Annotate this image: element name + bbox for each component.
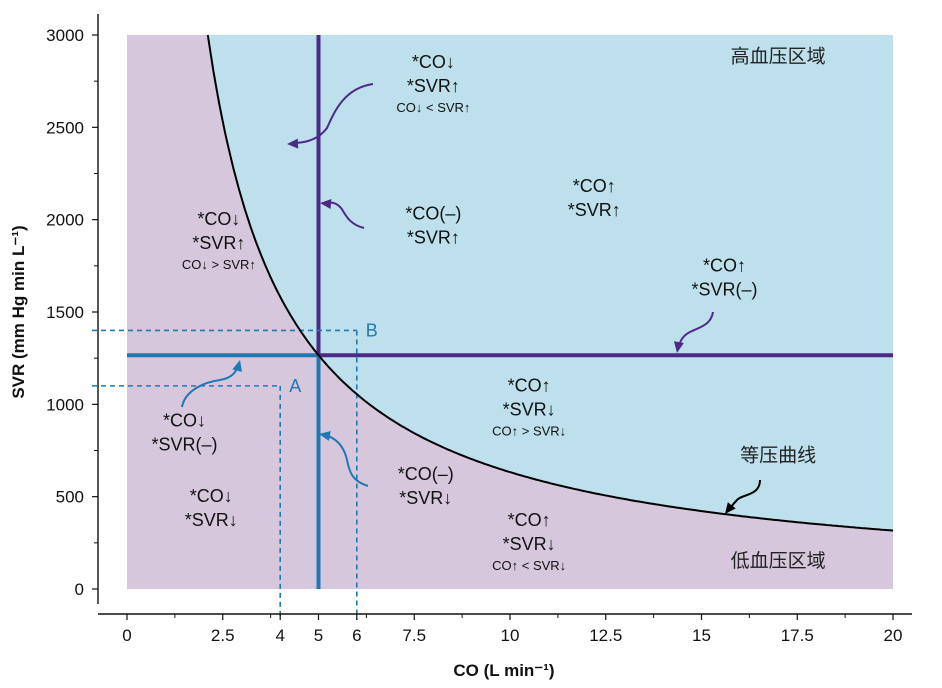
annotation-left-upper: *CO↓ *SVR↑ CO↓ > SVR↑ [182,209,256,272]
arrow-left-lower [181,365,239,408]
annotation-subnote: CO↓ > SVR↑ [182,257,256,272]
arrow-lower-middle-head [319,430,331,441]
point-b-label: B [366,320,378,340]
annotation-line: *SVR↑ [407,76,460,96]
annotation-line: *SVR(–) [151,434,217,454]
annotation-subnote: CO↑ < SVR↓ [492,558,566,573]
annotation-center-right: *CO↑ *SVR↓ CO↑ > SVR↓ [492,375,566,438]
annotation-line: *SVR↓ [399,488,452,508]
annotation-upper-right: *CO↑ *SVR↑ [568,176,621,220]
x-tick-label: 4 [275,626,284,645]
y-tick-label: 2000 [46,211,84,230]
x-axis-title: CO (L min⁻¹) [453,661,554,680]
isobar-curve [206,34,894,532]
arrow-upper-middle-head [320,198,332,209]
arrow-top-center [292,83,374,144]
arrow-lower-middle [324,434,369,487]
annotation-line: *CO↑ [508,510,551,530]
y-tick-label: 3000 [46,26,84,45]
annotation-upper-middle: *CO(–) *SVR↑ [405,204,461,248]
annotation-line: *SVR(–) [691,279,757,299]
annotation-line: *CO↓ [412,52,455,72]
annotation-left-lower: *CO↓ *SVR(–) [151,410,217,454]
annotation-line: *CO↓ [190,486,233,506]
annotation-line: *CO↑ [508,375,551,395]
annotation-top-center: *CO↓ *SVR↑ CO↓ < SVR↑ [396,52,470,115]
region-label-hypotension: 低血压区域 [731,550,826,572]
annotation-line: *SVR↑ [192,233,245,253]
point-a-label: A [289,376,301,396]
arrow-right-middle-head [673,341,684,353]
annotation-line: *CO↑ [703,255,746,275]
x-tick-label: 6 [352,626,361,645]
y-tick-label: 1500 [46,303,84,322]
annotation-line: *CO↑ [573,176,616,196]
x-tick-label: 0 [122,626,131,645]
annotation-line: *CO(–) [405,204,461,224]
arrow-left-lower-head [232,360,242,372]
y-axis-title: SVR (mm Hg min L⁻¹) [9,225,28,398]
annotation-line: *SVR↑ [568,200,621,220]
y-tick-label: 500 [56,488,84,507]
x-tick-label: 20 [884,626,903,645]
arrow-top-center-head [287,138,299,149]
y-tick-label: 1000 [46,395,84,414]
x-tick-label: 2.5 [211,626,235,645]
annotation-line: *CO↓ [197,209,240,229]
x-tick-label: 15 [692,626,711,645]
y-tick-label: 0 [75,580,84,599]
annotation-line: *SVR↓ [503,399,556,419]
x-tick-label: 5 [314,626,323,645]
annotation-subnote: CO↓ < SVR↑ [396,100,470,115]
x-tick-label: 7.5 [402,626,426,645]
annotation-line: *SVR↑ [407,228,460,248]
annotation-bottom-left: *CO↓ *SVR↓ [185,486,238,530]
x-tick-label: 17.5 [781,626,814,645]
y-tick-label: 2500 [46,118,84,137]
annotation-subnote: CO↑ > SVR↓ [492,423,566,438]
region-hypertension [207,35,894,531]
curve-label: 等压曲线 [740,445,816,467]
annotation-lower-middle: *CO(–) *SVR↓ [398,464,454,508]
x-tick-label: 10 [501,626,520,645]
region-label-hypertension: 高血压区域 [731,46,826,68]
annotation-line: *SVR↓ [503,534,556,554]
annotation-line: *SVR↓ [185,510,238,530]
annotation-bottom-center: *CO↑ *SVR↓ CO↑ < SVR↓ [492,510,566,573]
arrow-curve-label-head [725,502,736,514]
x-tick-label: 12.5 [589,626,622,645]
annotation-right-middle: *CO↑ *SVR(–) [691,255,757,299]
annotation-line: *CO(–) [398,464,454,484]
annotation-line: *CO↓ [163,410,206,430]
